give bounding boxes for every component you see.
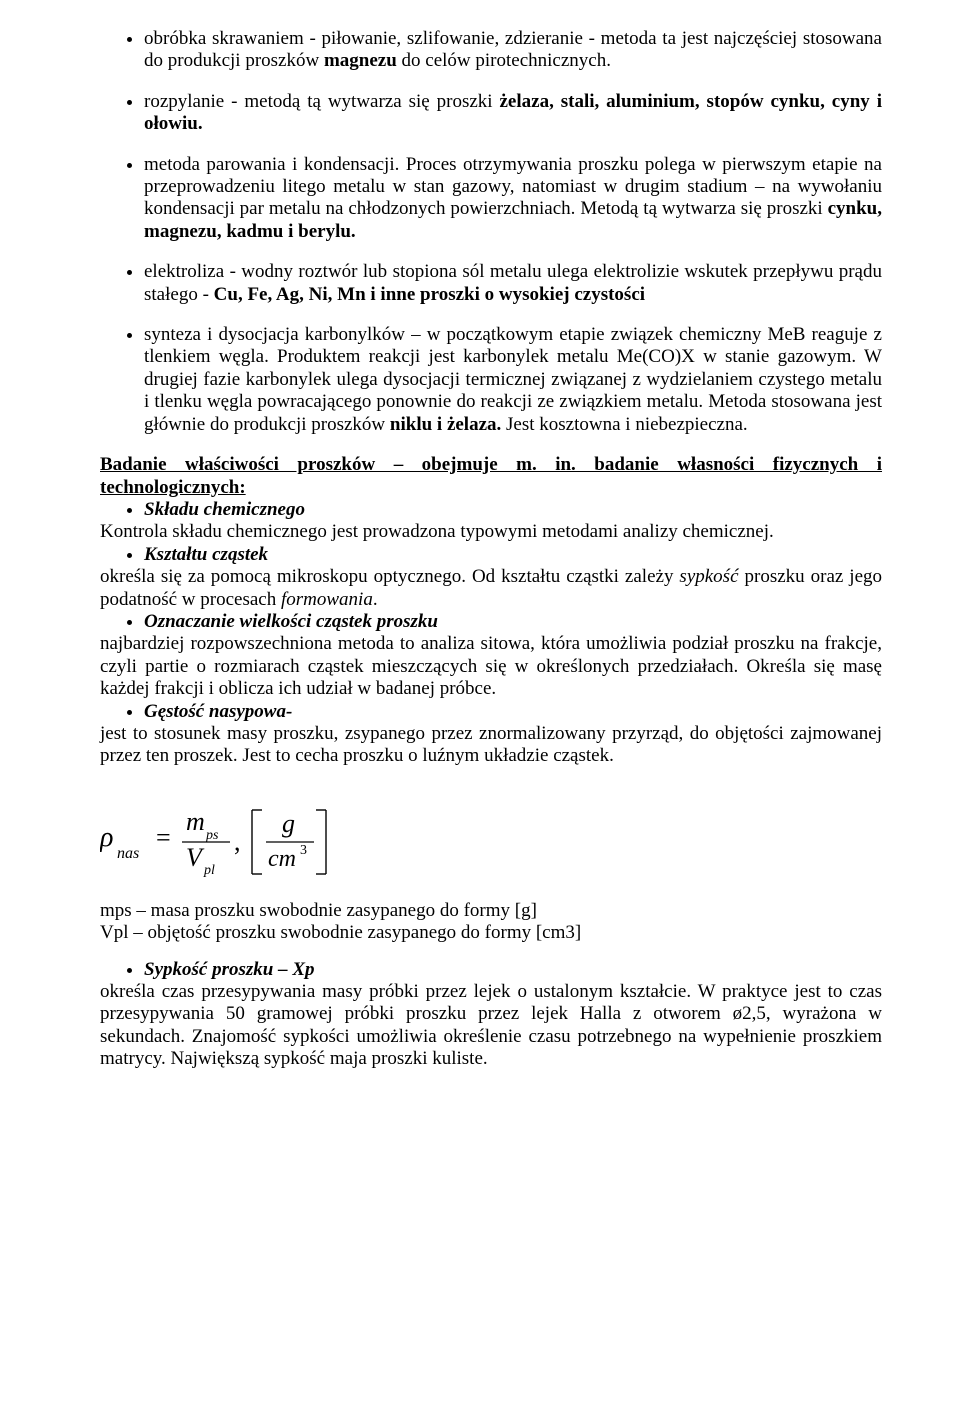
sub-bullet-sklad: Składu chemicznego [100, 499, 882, 521]
document-page: obróbka skrawaniem - piłowanie, szlifowa… [0, 0, 960, 1412]
bullet-rozpylanie: rozpylanie - metodą tą wytwarza się pros… [144, 91, 882, 136]
bullet-parowanie: metoda parowania i kondensacji. Proces o… [144, 154, 882, 244]
sub-bullet-sypkosc: Sypkość proszku – Xp [100, 959, 882, 981]
formula-g: g [282, 809, 295, 838]
wielkosc-body: najbardziej rozpowszechniona metoda to a… [100, 633, 882, 700]
subtitle: Sypkość proszku – Xp [144, 959, 315, 980]
bullet-synteza: synteza i dysocjacja karbonylków – w poc… [144, 324, 882, 436]
formula-v: V [186, 843, 205, 872]
gestosc-body: jest to stosunek masy proszku, zsypanego… [100, 723, 882, 768]
subtitle: Oznaczanie wielkości cząstek proszku [144, 611, 438, 632]
text: określa się za pomocą mikroskopu optyczn… [100, 566, 679, 587]
formula-cm-sup: 3 [300, 843, 307, 858]
text: Jest kosztowna i niebezpieczna. [501, 414, 747, 435]
bullet-wielkosc-title: Oznaczanie wielkości cząstek proszku [144, 611, 882, 633]
bullet-obrobka: obróbka skrawaniem - piłowanie, szlifowa… [144, 28, 882, 73]
density-formula: ρ nas = m ps V pl , g cm 3 [100, 804, 882, 880]
sub-bullet-ksztalt: Kształtu cząstek [100, 544, 882, 566]
bold-text: Cu, Fe, Ag, Ni, Mn i inne proszki o wyso… [214, 284, 645, 305]
legend-mps: mps – masa proszku swobodnie zasypanego … [100, 900, 882, 922]
bullet-ksztalt-title: Kształtu cząstek [144, 544, 882, 566]
sub-bullet-wielkosc: Oznaczanie wielkości cząstek proszku [100, 611, 882, 633]
sypkosc-body: określa czas przesypywania masy próbki p… [100, 981, 882, 1071]
formula-legend: mps – masa proszku swobodnie zasypanego … [100, 900, 882, 945]
section-heading: Badanie właściwości proszków – obejmuje … [100, 454, 882, 499]
sub-bullet-gestosc: Gęstość nasypowa- [100, 701, 882, 723]
bold-text: magnezu [324, 50, 397, 71]
subtitle: Kształtu cząstek [144, 544, 268, 565]
formula-eq: = [156, 823, 171, 852]
sklad-body: Kontrola składu chemicznego jest prowadz… [100, 521, 882, 543]
formula-v-sub: pl [203, 863, 215, 878]
text: rozpylanie - metodą tą wytwarza się pros… [144, 91, 499, 112]
formula-m-sub: ps [205, 828, 219, 843]
main-bullet-list: obróbka skrawaniem - piłowanie, szlifowa… [100, 28, 882, 436]
formula-svg: ρ nas = m ps V pl , g cm 3 [100, 804, 400, 880]
bullet-elektroliza: elektroliza - wodny roztwór lub stopiona… [144, 261, 882, 306]
formula-m: m [186, 807, 205, 836]
bullet-sypkosc-title: Sypkość proszku – Xp [144, 959, 882, 981]
formula-comma: , [234, 827, 241, 856]
text: metoda parowania i kondensacji. Proces o… [144, 154, 882, 220]
italic-text: formowania [281, 589, 373, 610]
formula-rho: ρ [100, 822, 113, 853]
italic-text: sypkość [679, 566, 738, 587]
subtitle: Gęstość nasypowa- [144, 701, 292, 722]
text: . [373, 589, 378, 610]
formula-rho-sub: nas [117, 845, 139, 862]
bold-text: niklu i żelaza. [390, 414, 501, 435]
bullet-sklad-title: Składu chemicznego [144, 499, 882, 521]
formula-cm: cm [268, 846, 296, 872]
text: do celów pirotechnicznych. [397, 50, 611, 71]
subtitle: Składu chemicznego [144, 499, 305, 520]
ksztalt-body: określa się za pomocą mikroskopu optyczn… [100, 566, 882, 611]
bullet-gestosc-title: Gęstość nasypowa- [144, 701, 882, 723]
legend-vpl: Vpl – objętość proszku swobodnie zasypan… [100, 922, 882, 944]
